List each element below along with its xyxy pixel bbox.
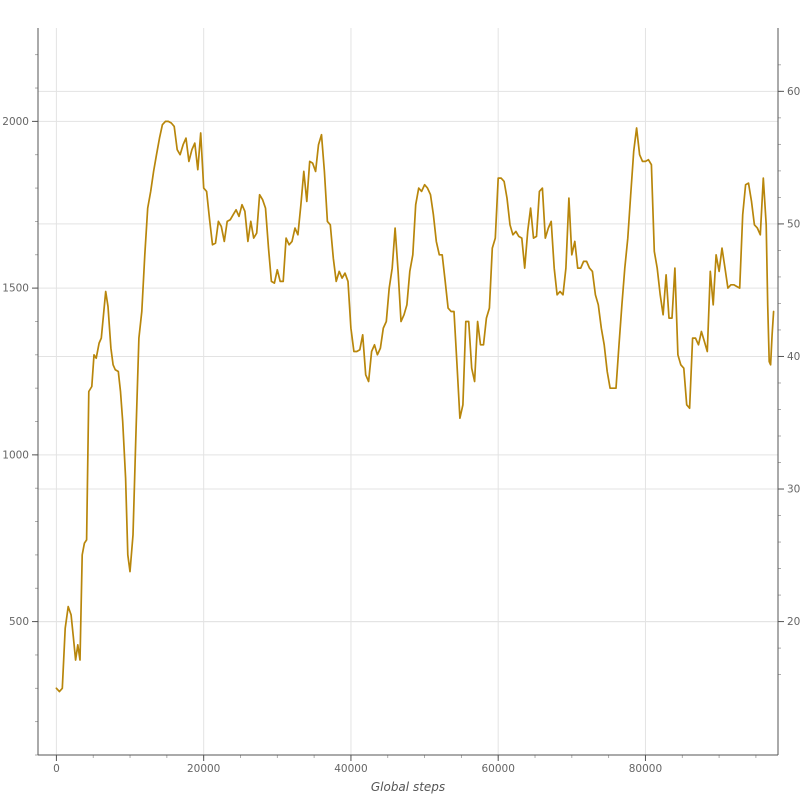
x-tick-label: 80000	[629, 763, 662, 775]
x-tick-label: 40000	[334, 763, 367, 775]
x-tick-label: 0	[53, 763, 60, 775]
x-tick-label: 60000	[481, 763, 514, 775]
series-line	[55, 120, 775, 693]
y-right-tick-label: 60	[787, 86, 800, 98]
y-left-tick-label: 2000	[2, 116, 29, 128]
y-right-tick-label: 40	[787, 351, 800, 363]
y-right-tick-label: 30	[787, 484, 800, 496]
y-left-tick-label: 1500	[2, 283, 29, 295]
x-tick-label: 20000	[187, 763, 220, 775]
y-right-tick-label: 50	[787, 218, 800, 230]
y-right-tick-label: 20	[787, 616, 800, 628]
y-left-tick-label: 500	[9, 616, 29, 628]
y-left-tick-label: 1000	[2, 449, 29, 461]
